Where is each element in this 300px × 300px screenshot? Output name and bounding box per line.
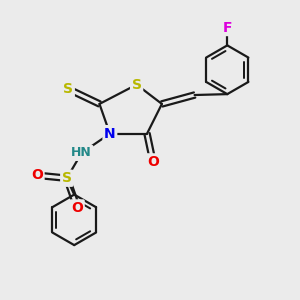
Text: F: F — [223, 20, 232, 34]
Text: O: O — [31, 168, 43, 182]
Text: O: O — [71, 201, 83, 215]
Text: O: O — [147, 155, 159, 169]
Text: S: S — [62, 171, 72, 185]
Text: S: S — [132, 78, 142, 92]
Text: S: S — [63, 82, 73, 96]
Text: HN: HN — [71, 146, 92, 160]
Text: N: N — [104, 127, 116, 141]
